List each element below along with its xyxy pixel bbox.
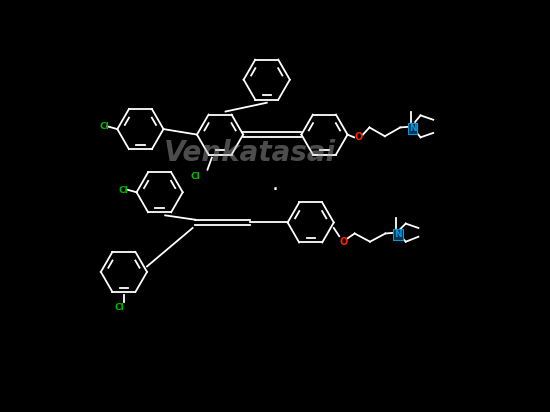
Text: ·: ·	[272, 180, 278, 199]
Text: Cl: Cl	[100, 122, 109, 131]
Text: Cl: Cl	[119, 185, 129, 194]
Text: Venkatasai: Venkatasai	[164, 139, 337, 167]
Text: N: N	[394, 230, 402, 239]
Text: Cl: Cl	[191, 172, 201, 181]
Text: O: O	[355, 132, 363, 142]
Text: N: N	[409, 124, 417, 133]
Text: Cl: Cl	[114, 302, 124, 311]
Text: O: O	[340, 237, 348, 247]
Text: N: N	[409, 125, 416, 135]
